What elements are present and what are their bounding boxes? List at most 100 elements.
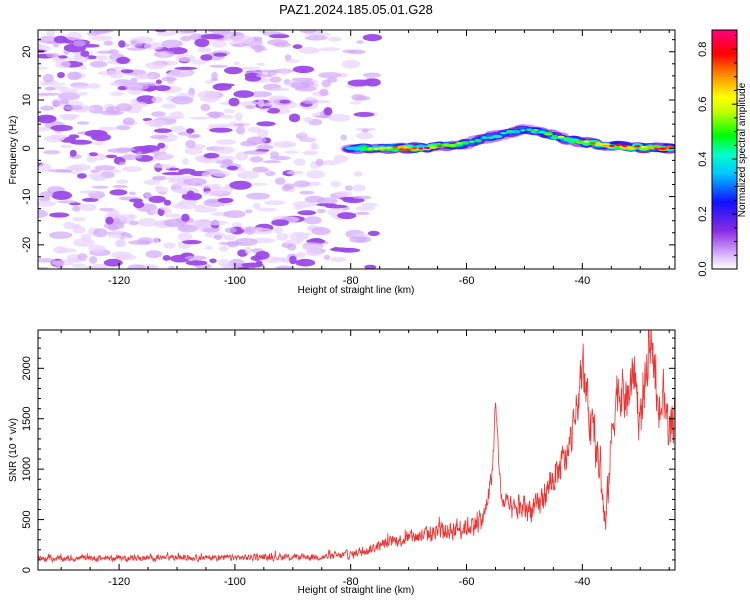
- spectrogram-noise-blob: [38, 209, 48, 218]
- spectrogram-ridge-blob: [404, 148, 412, 151]
- y-tick-label: 500: [21, 510, 33, 528]
- spectrogram-noise-blob: [120, 69, 134, 74]
- spectrogram-noise-blob: [154, 30, 167, 33]
- spectrogram-noise-blob: [88, 244, 106, 253]
- spectrogram-noise-blob: [89, 60, 108, 68]
- spectrogram-noise-blob: [197, 47, 212, 53]
- spectrogram-noise-blob: [223, 108, 235, 114]
- spectrogram-noise-blob: [249, 156, 264, 163]
- spectrogram-noise-blob: [155, 186, 169, 194]
- spectrogram-noise-blob: [284, 54, 292, 61]
- spectrogram-noise-blob: [163, 199, 172, 206]
- spectrogram-noise-blob: [63, 105, 83, 111]
- spectrogram-noise-blob: [65, 31, 83, 41]
- figure-title: PAZ1.2024.185.05.01.G28: [279, 2, 433, 17]
- spectrogram-noise-blob: [55, 60, 71, 69]
- spectrogram-noise-blob: [72, 205, 81, 212]
- spectrogram-ridge-blob: [532, 128, 539, 132]
- spectrogram-ridge-blob: [411, 146, 418, 150]
- spectrogram-noise-blob: [94, 165, 116, 171]
- spectrogram-noise-blob: [204, 80, 214, 84]
- spectrogram-noise-blob: [172, 187, 186, 194]
- spectrogram-noise-blob: [328, 36, 342, 42]
- spectrogram-noise-blob: [248, 91, 272, 98]
- spectrogram-noise-blob: [356, 40, 364, 44]
- spectrogram-noise-blob: [93, 228, 108, 238]
- spectrogram-noise-blob: [327, 114, 351, 122]
- spectrogram-ridge-blob: [564, 137, 571, 140]
- y-tick-label: 2000: [21, 356, 33, 380]
- spectrogram-noise-blob: [72, 225, 86, 234]
- spectrogram-noise-blob: [38, 258, 57, 263]
- spectrogram-noise-blob: [111, 251, 133, 259]
- y-tick-label: 0: [21, 145, 33, 151]
- spectrogram-noise-blob: [59, 99, 70, 105]
- spectrogram-noise-blob: [58, 55, 68, 59]
- spectrogram-ridge-blob: [392, 146, 398, 149]
- spectrogram-noise-blob: [130, 77, 138, 84]
- spectrogram-noise-blob: [231, 35, 255, 44]
- spectrogram-noise-blob: [147, 120, 159, 127]
- spectrogram-ridge-blob: [557, 135, 565, 139]
- spectrogram-noise-blob: [77, 173, 87, 179]
- spectrogram-noise-blob: [130, 40, 138, 45]
- spectrogram-noise-blob: [76, 121, 90, 125]
- spectrogram-noise-blob: [147, 265, 157, 269]
- spectrogram-noise-blob: [87, 83, 101, 89]
- spectrogram-noise-blob: [38, 66, 49, 70]
- spectrogram-noise-blob: [240, 100, 260, 108]
- spectrogram-noise-blob: [88, 172, 102, 180]
- spectrogram-ridge-blob: [590, 142, 596, 145]
- spectrogram-noise-blob: [88, 152, 98, 157]
- spectrogram-noise-blob: [71, 217, 87, 222]
- spectrogram-noise-blob: [298, 47, 320, 54]
- spectrogram-noise-blob: [293, 158, 306, 167]
- spectrogram-noise-blob: [206, 90, 215, 95]
- spectrogram-noise-blob: [152, 175, 167, 181]
- spectrogram-noise-blob: [217, 114, 235, 119]
- spectrogram-noise-blob: [319, 88, 329, 97]
- x-tick-label: -60: [459, 275, 475, 287]
- spectrogram-noise-blob: [271, 219, 289, 227]
- spectrogram-noise-blob: [161, 76, 177, 82]
- spectrogram-noise-blob: [245, 105, 256, 109]
- spectrogram-noise-blob: [79, 190, 98, 194]
- spectrogram-noise-blob: [207, 30, 214, 33]
- spectrogram-noise-blob: [354, 211, 370, 216]
- spectrogram-noise-blob: [51, 190, 72, 200]
- spectrogram-noise-blob: [189, 116, 212, 120]
- snr-series-line: [38, 330, 675, 564]
- spectrogram-noise-blob: [182, 158, 189, 165]
- spectrogram-noise-blob: [38, 200, 57, 207]
- spectrogram-ridge-blob: [468, 140, 475, 143]
- spectrogram-noise-blob: [200, 34, 225, 40]
- spectrogram-noise-blob: [311, 144, 320, 150]
- spectrogram-noise-blob: [257, 207, 277, 212]
- spectrogram-noise-blob: [89, 256, 98, 264]
- colorbar-frame: [711, 29, 738, 270]
- spectrogram-noise-blob: [339, 72, 348, 78]
- spectrogram-noise-blob: [137, 217, 158, 227]
- spectrogram-noise-blob: [300, 30, 316, 34]
- colorbar-tick-label: 0.6: [697, 97, 709, 112]
- spectrogram-noise-blob: [159, 51, 168, 59]
- spectrogram-noise-blob: [269, 76, 282, 83]
- spectrogram-noise-blob: [344, 185, 353, 191]
- spectrogram-noise-blob: [362, 72, 382, 78]
- spectrogram-noise-blob: [228, 97, 240, 107]
- colorbar-tick-label: 0.2: [697, 206, 709, 221]
- spectrogram-noise-blob: [143, 42, 164, 51]
- spectrogram-noise-blob: [268, 34, 290, 39]
- spectrogram-noise-blob: [182, 240, 202, 245]
- spectrogram-noise-blob: [289, 255, 297, 265]
- spectrogram-noise-blob: [262, 160, 282, 164]
- x-tick-label: -80: [343, 275, 359, 287]
- spectrogram-ridge-blob: [518, 126, 528, 131]
- spectrogram-ridge-blob: [659, 147, 667, 150]
- spectrogram-noise-blob: [58, 113, 81, 118]
- spectrogram-noise-blob: [91, 185, 109, 189]
- spectrogram-noise-blob: [213, 52, 228, 57]
- spectrogram-noise-blob: [330, 256, 347, 263]
- spectrogram-noise-blob: [361, 202, 378, 207]
- spectrogram-noise-blob: [44, 86, 56, 91]
